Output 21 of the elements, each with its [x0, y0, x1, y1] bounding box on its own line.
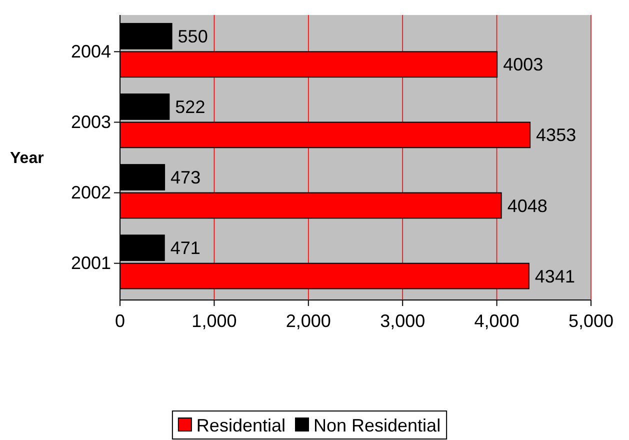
- y-tick-label: 2002: [70, 182, 111, 203]
- data-label: 471: [170, 238, 200, 258]
- y-axis-title: Year: [10, 150, 44, 168]
- y-tick-label: 2004: [70, 41, 111, 62]
- data-label: 4003: [503, 54, 544, 75]
- x-tick-label: 4,000: [474, 311, 520, 331]
- legend-label: Residential: [196, 415, 286, 436]
- data-label: 522: [175, 97, 206, 118]
- data-label: 4048: [507, 196, 548, 216]
- data-label: 550: [178, 26, 208, 46]
- x-tick-label: 5,000: [568, 311, 614, 331]
- y-tick-label: 2003: [70, 112, 111, 132]
- data-label: 4341: [534, 266, 575, 286]
- y-tick-label: 2001: [70, 253, 111, 274]
- data-label: 473: [170, 168, 201, 188]
- x-tick-label: 2,000: [286, 311, 331, 331]
- x-tick-label: 1,000: [192, 311, 237, 331]
- data-label: 4353: [536, 125, 576, 146]
- x-tick-label: 3,000: [380, 311, 426, 331]
- legend-label: Non Residential: [313, 415, 441, 436]
- x-tick-label: 0: [114, 311, 126, 331]
